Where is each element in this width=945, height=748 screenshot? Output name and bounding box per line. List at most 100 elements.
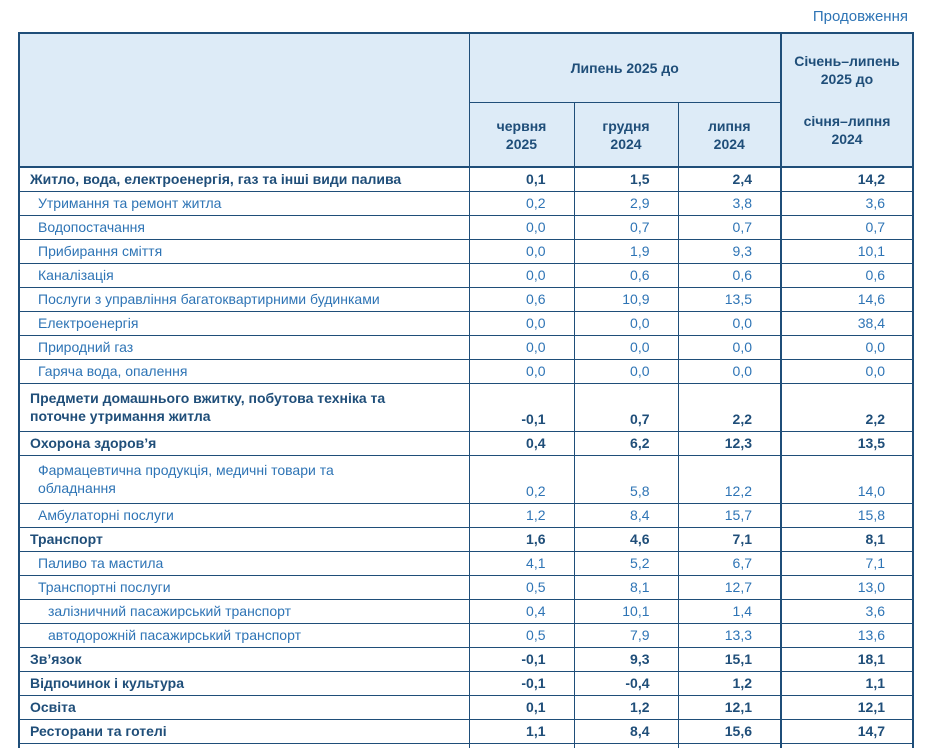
header-subcol-july-2024: липня 2024 xyxy=(677,102,782,168)
value-cell: -0,1 xyxy=(468,670,575,696)
value-cell: 12,1 xyxy=(780,694,914,720)
row-label: Паливо та мастила xyxy=(18,550,470,576)
value-cell: 0,1 xyxy=(468,166,575,192)
table-row: залізничний пасажирський транспорт 0,4 1… xyxy=(18,598,914,624)
value-cell: 14,2 xyxy=(780,166,914,192)
value-cell: -0,4 xyxy=(573,670,679,696)
row-label: Фармацевтична продукція, медичні товари … xyxy=(18,454,470,504)
value-cell: 12,3 xyxy=(677,430,782,456)
value-cell: 0,7 xyxy=(573,382,679,432)
value-cell: 13,6 xyxy=(780,622,914,648)
value-cell: 3,6 xyxy=(780,598,914,624)
value-cell: 13,5 xyxy=(780,430,914,456)
value-cell: 0,0 xyxy=(573,334,679,360)
table-row: Каналізація 0,0 0,6 0,6 0,6 xyxy=(18,262,914,288)
value-cell: 1,2 xyxy=(573,694,679,720)
value-cell: 5,8 xyxy=(573,454,679,504)
value-cell: 9,3 xyxy=(573,646,679,672)
row-label: Зв’язок xyxy=(18,646,470,672)
value-cell: 2,2 xyxy=(677,382,782,432)
value-cell: 0,0 xyxy=(677,334,782,360)
row-label: Утримання та ремонт житла xyxy=(18,190,470,216)
row-label: Амбулаторні послуги xyxy=(18,502,470,528)
value-cell: 0,2 xyxy=(468,454,575,504)
row-label: Гаряча вода, опалення xyxy=(18,358,470,384)
table-body: Житло, вода, електроенергія, газ та інші… xyxy=(18,166,914,748)
value-cell: 0,5 xyxy=(468,622,575,648)
value-cell: 0,0 xyxy=(468,334,575,360)
table-row: Відпочинок і культура -0,1 -0,4 1,2 1,1 xyxy=(18,670,914,696)
table-row: Предмети домашнього вжитку, побутова тех… xyxy=(18,382,914,432)
value-cell: 0,5 xyxy=(468,574,575,600)
value-cell: 0,0 xyxy=(780,358,914,384)
value-cell: 12,5 xyxy=(677,742,782,748)
value-cell: 2,2 xyxy=(573,742,679,748)
value-cell: 3,8 xyxy=(677,190,782,216)
row-label: автодорожній пасажирський транспорт xyxy=(18,622,470,648)
table-row: Зв’язок -0,1 9,3 15,1 18,1 xyxy=(18,646,914,672)
value-cell: 6,7 xyxy=(677,550,782,576)
value-cell: 13,0 xyxy=(780,574,914,600)
value-cell: 1,1 xyxy=(780,670,914,696)
row-label: Прибирання сміття xyxy=(18,238,470,264)
table-row: автодорожній пасажирський транспорт 0,5 … xyxy=(18,622,914,648)
row-label: Водопостачання xyxy=(18,214,470,240)
value-cell: 0,0 xyxy=(573,358,679,384)
value-cell: 8,1 xyxy=(780,526,914,552)
value-cell: 8,1 xyxy=(573,574,679,600)
value-cell: 0,7 xyxy=(677,214,782,240)
value-cell: 38,4 xyxy=(780,310,914,336)
table-row: Утримання та ремонт житла 0,2 2,9 3,8 3,… xyxy=(18,190,914,216)
table-row: Різні товари та послуги 0,8 2,2 12,5 11,… xyxy=(18,742,914,748)
value-cell: 0,0 xyxy=(468,214,575,240)
value-cell: 7,9 xyxy=(573,622,679,648)
table-row: Житло, вода, електроенергія, газ та інші… xyxy=(18,166,914,192)
value-cell: 1,1 xyxy=(468,718,575,744)
value-cell: 0,0 xyxy=(780,334,914,360)
value-cell: 0,0 xyxy=(677,358,782,384)
value-cell: 13,5 xyxy=(677,286,782,312)
value-cell: 0,6 xyxy=(677,262,782,288)
value-cell: 4,6 xyxy=(573,526,679,552)
value-cell: 12,7 xyxy=(677,574,782,600)
value-cell: 15,7 xyxy=(677,502,782,528)
table-row: Ресторани та готелі 1,1 8,4 15,6 14,7 xyxy=(18,718,914,744)
value-cell: 12,2 xyxy=(677,454,782,504)
value-cell: 6,2 xyxy=(573,430,679,456)
value-cell: 10,1 xyxy=(780,238,914,264)
table-row: Транспорт 1,6 4,6 7,1 8,1 xyxy=(18,526,914,552)
value-cell: 0,0 xyxy=(677,310,782,336)
value-cell: 0,2 xyxy=(468,190,575,216)
table-row: Амбулаторні послуги 1,2 8,4 15,7 15,8 xyxy=(18,502,914,528)
table-row: Фармацевтична продукція, медичні товари … xyxy=(18,454,914,504)
continuation-label: Продовження xyxy=(812,8,908,25)
row-label: Транспортні послуги xyxy=(18,574,470,600)
value-cell: 5,2 xyxy=(573,550,679,576)
table-row: Гаряча вода, опалення 0,0 0,0 0,0 0,0 xyxy=(18,358,914,384)
row-label: Предмети домашнього вжитку, побутова тех… xyxy=(18,382,470,432)
value-cell: 0,7 xyxy=(573,214,679,240)
table-row: Прибирання сміття 0,0 1,9 9,3 10,1 xyxy=(18,238,914,264)
value-cell: 1,9 xyxy=(573,238,679,264)
row-label: залізничний пасажирський транспорт xyxy=(18,598,470,624)
row-label: Транспорт xyxy=(18,526,470,552)
value-cell: 0,1 xyxy=(468,694,575,720)
table-row: Паливо та мастила 4,1 5,2 6,7 7,1 xyxy=(18,550,914,576)
value-cell: 2,2 xyxy=(780,382,914,432)
value-cell: 7,1 xyxy=(677,526,782,552)
table-row: Електроенергія 0,0 0,0 0,0 38,4 xyxy=(18,310,914,336)
value-cell: 0,6 xyxy=(573,262,679,288)
value-cell: 0,0 xyxy=(468,238,575,264)
row-label: Ресторани та готелі xyxy=(18,718,470,744)
row-label: Охорона здоров’я xyxy=(18,430,470,456)
value-cell: 10,1 xyxy=(573,598,679,624)
row-label: Різні товари та послуги xyxy=(18,742,470,748)
value-cell: 9,3 xyxy=(677,238,782,264)
table-row: Охорона здоров’я 0,4 6,2 12,3 13,5 xyxy=(18,430,914,456)
value-cell: 14,7 xyxy=(780,718,914,744)
value-cell: 1,4 xyxy=(677,598,782,624)
value-cell: 1,6 xyxy=(468,526,575,552)
value-cell: 8,4 xyxy=(573,718,679,744)
value-cell: 0,8 xyxy=(468,742,575,748)
header-group-july-2025: Липень 2025 до xyxy=(468,32,782,104)
